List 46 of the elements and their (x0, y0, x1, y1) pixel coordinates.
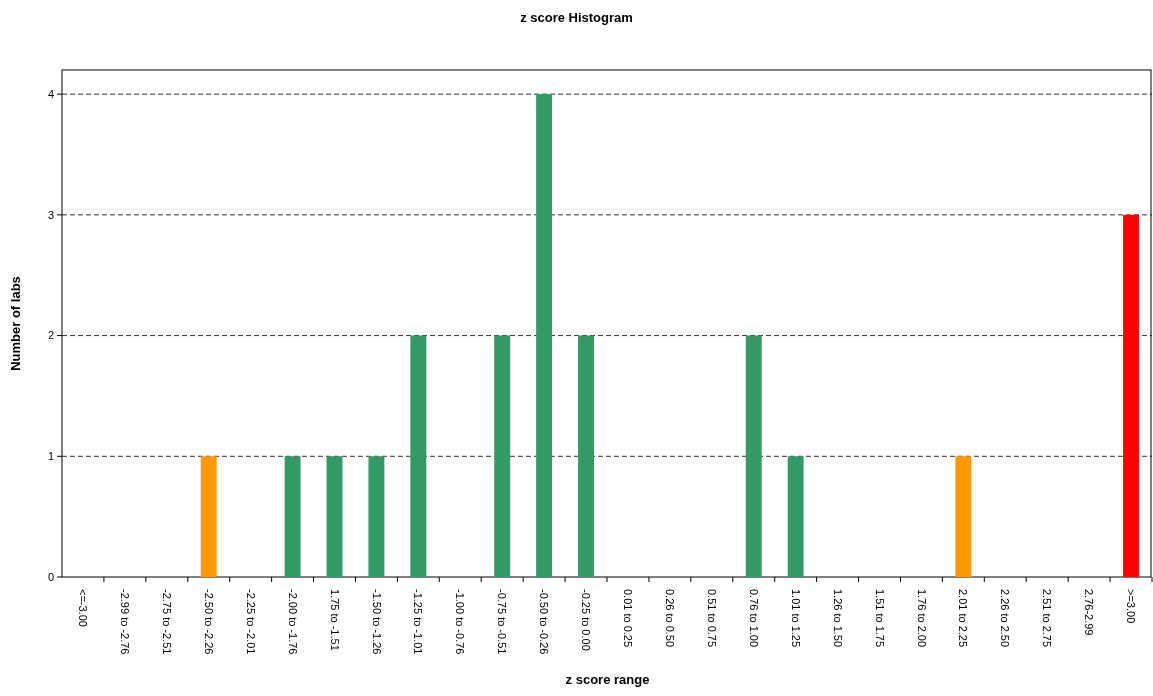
x-axis-title: z score range (565, 672, 650, 687)
x-tick-label: -0.75 to -0.51 (496, 589, 509, 655)
bar (745, 335, 762, 577)
x-tick-label: 1.51 to 1.75 (873, 589, 886, 648)
x-tick-label: 0.26 to 0.50 (664, 589, 677, 648)
bar (284, 456, 301, 577)
bar (410, 335, 427, 577)
x-tick-label: -2.75 to -2.51 (160, 589, 173, 655)
y-tick-label: 0 (47, 570, 54, 583)
y-tick-label: 1 (47, 450, 54, 463)
bar (326, 456, 343, 577)
x-tick-label: 0.51 to 0.75 (705, 589, 718, 648)
x-tick-label: >=3.00 (1125, 589, 1138, 624)
y-tick-label: 3 (47, 208, 54, 221)
x-tick-label: -1.50 to -1.26 (370, 589, 383, 655)
x-tick-label: <=-3.00 (77, 589, 90, 627)
bar (200, 456, 217, 577)
x-tick-label: -1.00 to -0.76 (454, 589, 467, 655)
x-tick-label: 0.76 to 1.00 (747, 589, 760, 648)
x-tick-label: -1.25 to -1.01 (412, 589, 425, 655)
x-tick-label: 1.75 to -1.51 (328, 589, 341, 651)
x-tick-label: -2.25 to -2.01 (244, 589, 257, 655)
x-tick-label: 2.51 to 2.75 (1041, 589, 1054, 648)
bar (578, 335, 594, 577)
chart-title: z score Histogram (520, 10, 633, 25)
bar (1123, 214, 1139, 577)
bar (368, 456, 385, 577)
bar (494, 335, 511, 577)
x-tick-label: -2.50 to -2.26 (202, 589, 215, 655)
x-tick-label: -2.00 to -1.76 (286, 589, 299, 655)
x-tick-label: 2.76-2.99 (1083, 589, 1096, 636)
bar (955, 456, 972, 577)
x-tick-label: -0.25 to 0.00 (580, 589, 593, 651)
x-tick-label: 1.01 to 1.25 (789, 589, 802, 648)
x-tick-label: -0.50 to -0.26 (538, 589, 551, 655)
x-tick-label: 0.01 to 0.25 (622, 589, 635, 648)
x-tick-label: 2.01 to 2.25 (957, 589, 970, 648)
x-tick-label: 1.76 to 2.00 (915, 589, 928, 648)
y-axis-title: Number of labs (8, 276, 23, 371)
bar (787, 456, 804, 577)
bar (536, 94, 553, 577)
x-tick-label: 1.26 to 1.50 (831, 589, 844, 648)
y-tick-label: 4 (47, 87, 54, 100)
y-tick-label: 2 (47, 329, 54, 342)
x-tick-label: -2.99 to -2.76 (119, 589, 132, 655)
x-tick-label: 2.26 to 2.50 (999, 589, 1012, 648)
